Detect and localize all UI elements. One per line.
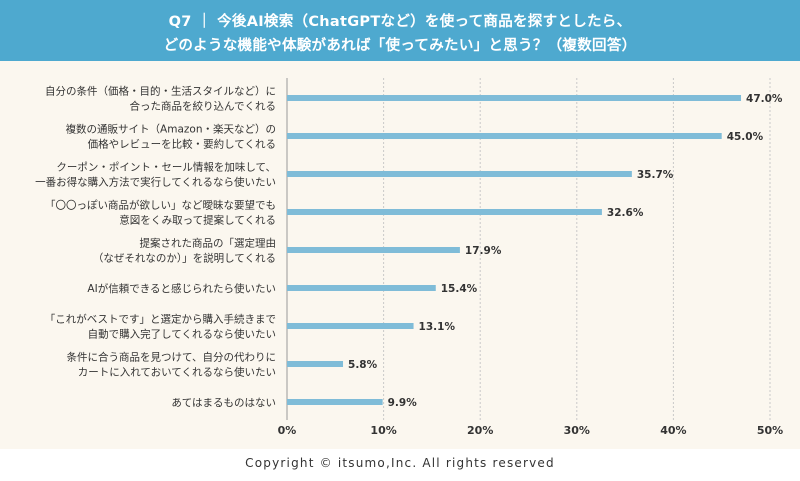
bar xyxy=(287,209,602,215)
category-label: 自分の条件（価格・目的・生活スタイルなど）に合った商品を絞り込んでくれる xyxy=(45,85,276,113)
bar xyxy=(287,285,436,291)
category-label: 「これがベストです」と選定から購入手続きまで自動で購入完了してくれるなら使いたい xyxy=(45,313,276,341)
value-label: 47.0% xyxy=(746,93,783,105)
value-label: 15.4% xyxy=(441,283,478,295)
value-label: 32.6% xyxy=(607,207,644,219)
chart-header: Q7 ｜ 今後AI検索（ChatGPTなど）を使って商品を探すとしたら、 どのよ… xyxy=(0,0,800,61)
x-tick-label: 30% xyxy=(564,424,590,437)
x-tick-label: 20% xyxy=(467,424,493,437)
bar xyxy=(287,171,632,177)
copyright-footer: Copyright © itsumo,Inc. All rights reser… xyxy=(245,456,555,470)
bar xyxy=(287,399,383,405)
category-label: AIが信頼できると感じられたら使いたい xyxy=(87,282,276,295)
category-label: 提案された商品の「選定理由（なぜそれなのか）」を説明してくれる xyxy=(93,237,276,265)
category-label: 「〇〇っぽい商品が欲しい」など曖昧な要望でも意図をくみ取って提案してくれる xyxy=(45,199,276,227)
category-label: あてはまるものはない xyxy=(171,397,276,409)
value-label: 5.8% xyxy=(348,359,378,371)
x-tick-label: 50% xyxy=(757,424,783,437)
value-label: 13.1% xyxy=(419,321,456,333)
value-label: 45.0% xyxy=(727,131,764,143)
bar xyxy=(287,95,742,101)
value-label: 35.7% xyxy=(637,169,674,181)
value-label: 9.9% xyxy=(388,397,418,409)
x-tick-label: 40% xyxy=(660,424,686,437)
category-label: クーポン・ポイント・セール情報を加味して、一番お得な購入方法で実行してくれるなら… xyxy=(35,161,276,189)
bar xyxy=(287,133,722,139)
chart-title-line-2: どのような機能や体験があれば「使ってみたい」と思う？（複数回答） xyxy=(163,38,637,54)
x-tick-label: 0% xyxy=(278,424,297,437)
category-label: 複数の通販サイト（Amazon・楽天など）の価格やレビューを比較・要約してくれる xyxy=(66,123,276,151)
bar xyxy=(287,323,414,329)
chart-title-line-1: Q7 ｜ 今後AI検索（ChatGPTなど）を使って商品を探すとしたら、 xyxy=(168,14,632,30)
bar xyxy=(287,361,344,367)
category-label: 条件に合う商品を見つけて、自分の代わりにカートに入れておいてくれるなら使いたい xyxy=(67,351,276,379)
plot-background xyxy=(0,61,800,449)
x-tick-label: 10% xyxy=(370,424,396,437)
bar xyxy=(287,247,460,253)
value-label: 17.9% xyxy=(465,245,502,257)
